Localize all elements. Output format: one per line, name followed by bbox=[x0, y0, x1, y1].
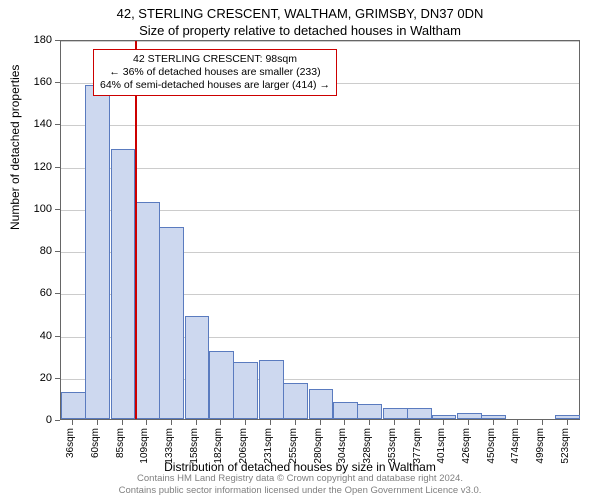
x-tick-mark bbox=[320, 420, 321, 425]
x-axis-label: Distribution of detached houses by size … bbox=[0, 460, 600, 474]
histogram-bar bbox=[407, 408, 432, 419]
annotation-line: 42 STERLING CRESCENT: 98sqm bbox=[100, 53, 330, 66]
plot-region: 42 STERLING CRESCENT: 98sqm← 36% of deta… bbox=[61, 41, 579, 419]
x-tick-mark bbox=[146, 420, 147, 425]
histogram-bar bbox=[432, 415, 457, 419]
x-tick-mark bbox=[394, 420, 395, 425]
y-tick-mark bbox=[55, 209, 60, 210]
y-tick-label: 180 bbox=[0, 34, 52, 46]
histogram-bar bbox=[209, 351, 234, 419]
y-tick-mark bbox=[55, 336, 60, 337]
x-tick-mark bbox=[542, 420, 543, 425]
y-tick-label: 20 bbox=[0, 372, 52, 384]
histogram-bar bbox=[159, 227, 184, 419]
y-axis-label: Number of detached properties bbox=[8, 65, 22, 230]
x-tick-mark bbox=[493, 420, 494, 425]
y-tick-mark bbox=[55, 82, 60, 83]
x-tick-mark bbox=[72, 420, 73, 425]
histogram-bar bbox=[111, 149, 136, 419]
x-tick-mark bbox=[468, 420, 469, 425]
y-tick-mark bbox=[55, 40, 60, 41]
histogram-bar bbox=[383, 408, 408, 419]
histogram-bar bbox=[457, 413, 482, 419]
chart-container: 42, STERLING CRESCENT, WALTHAM, GRIMSBY,… bbox=[0, 0, 600, 500]
marker-line bbox=[135, 41, 137, 419]
title-main: 42, STERLING CRESCENT, WALTHAM, GRIMSBY,… bbox=[0, 0, 600, 21]
x-tick-mark bbox=[220, 420, 221, 425]
x-tick-mark bbox=[122, 420, 123, 425]
x-tick-mark bbox=[369, 420, 370, 425]
histogram-bar bbox=[259, 360, 284, 419]
chart-area: 42 STERLING CRESCENT: 98sqm← 36% of deta… bbox=[60, 40, 580, 420]
x-tick-mark bbox=[295, 420, 296, 425]
histogram-bar bbox=[135, 202, 160, 419]
x-tick-mark bbox=[97, 420, 98, 425]
footer-line1: Contains HM Land Registry data © Crown c… bbox=[0, 473, 600, 485]
title-sub: Size of property relative to detached ho… bbox=[0, 21, 600, 38]
histogram-bar bbox=[555, 415, 580, 419]
y-tick-mark bbox=[55, 167, 60, 168]
footer-line2: Contains public sector information licen… bbox=[0, 485, 600, 497]
y-tick-mark bbox=[55, 378, 60, 379]
x-tick-mark bbox=[443, 420, 444, 425]
histogram-bar bbox=[333, 402, 358, 419]
histogram-bar bbox=[283, 383, 308, 419]
x-tick-mark bbox=[245, 420, 246, 425]
y-tick-label: 60 bbox=[0, 287, 52, 299]
histogram-bar bbox=[309, 389, 334, 419]
y-tick-label: 0 bbox=[0, 414, 52, 426]
annotation-line: 64% of semi-detached houses are larger (… bbox=[100, 79, 330, 92]
y-tick-label: 40 bbox=[0, 330, 52, 342]
footer: Contains HM Land Registry data © Crown c… bbox=[0, 473, 600, 497]
x-tick-mark bbox=[419, 420, 420, 425]
x-tick-mark bbox=[567, 420, 568, 425]
x-tick-mark bbox=[171, 420, 172, 425]
histogram-bar bbox=[85, 85, 110, 419]
y-tick-mark bbox=[55, 124, 60, 125]
histogram-bar bbox=[61, 392, 86, 419]
x-tick-mark bbox=[270, 420, 271, 425]
gridline bbox=[61, 125, 579, 126]
histogram-bar bbox=[481, 415, 506, 419]
annotation-line: ← 36% of detached houses are smaller (23… bbox=[100, 66, 330, 79]
y-tick-mark bbox=[55, 251, 60, 252]
x-tick-mark bbox=[344, 420, 345, 425]
x-tick-mark bbox=[196, 420, 197, 425]
y-tick-label: 80 bbox=[0, 245, 52, 257]
y-tick-mark bbox=[55, 420, 60, 421]
gridline bbox=[61, 168, 579, 169]
histogram-bar bbox=[185, 316, 210, 419]
histogram-bar bbox=[357, 404, 382, 419]
y-tick-mark bbox=[55, 293, 60, 294]
annotation-box: 42 STERLING CRESCENT: 98sqm← 36% of deta… bbox=[93, 49, 337, 96]
histogram-bar bbox=[233, 362, 258, 419]
x-tick-mark bbox=[517, 420, 518, 425]
gridline bbox=[61, 41, 579, 42]
